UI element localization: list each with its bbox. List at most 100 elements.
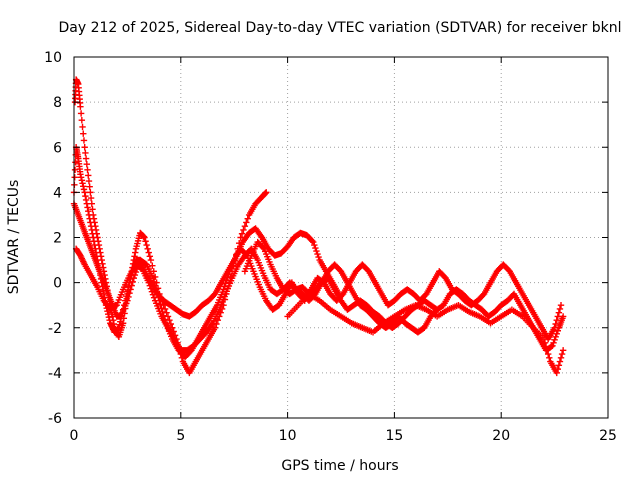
data-point-marker — [556, 305, 564, 313]
data-point-marker — [87, 189, 94, 196]
data-point-marker — [141, 234, 148, 241]
data-point-marker — [91, 219, 98, 226]
y-tick-label: 10 — [44, 50, 62, 66]
data-point-marker — [163, 309, 170, 316]
data-point-marker — [553, 330, 560, 337]
data-point-marker — [541, 339, 549, 346]
data-point-marker — [551, 324, 558, 331]
data-point-marker — [143, 241, 150, 249]
data-point-marker — [555, 362, 563, 369]
data-point-marker — [105, 314, 113, 321]
axis-ticks — [73, 56, 609, 419]
data-point-marker — [130, 274, 138, 282]
data-point-marker — [308, 237, 316, 245]
data-point-marker — [549, 342, 556, 349]
data-point-marker — [146, 282, 154, 289]
series-s3 — [70, 200, 343, 361]
data-point-marker — [95, 241, 103, 249]
data-point-marker — [90, 215, 98, 222]
data-point-marker — [82, 155, 90, 162]
data-point-marker — [146, 253, 154, 260]
data-point-marker — [79, 123, 86, 131]
data-point-marker — [98, 256, 105, 264]
y-tick-label: 4 — [53, 185, 62, 201]
data-point-marker — [554, 327, 562, 334]
data-point-marker — [153, 286, 160, 293]
data-point-marker — [80, 183, 87, 190]
y-tick-label: 8 — [53, 95, 62, 111]
x-tick-label: 0 — [70, 428, 79, 444]
data-point-marker — [85, 207, 92, 215]
data-point-marker — [81, 189, 88, 196]
data-point-marker — [90, 211, 97, 219]
data-point-marker — [109, 317, 117, 324]
data-point-marker — [546, 354, 553, 362]
data-point-marker — [92, 226, 100, 234]
data-point-marker — [77, 103, 84, 110]
data-point-marker — [313, 247, 320, 255]
data-point-marker — [150, 294, 158, 301]
data-point-marker — [86, 183, 93, 190]
data-point-marker — [96, 245, 103, 252]
data-point-marker — [145, 279, 152, 286]
data-point-marker — [82, 149, 89, 157]
series-s5 — [241, 238, 567, 354]
data-point-marker — [542, 343, 550, 350]
data-point-marker — [93, 230, 100, 237]
data-point-marker — [84, 204, 91, 211]
data-point-marker — [130, 256, 138, 264]
data-point-marker — [78, 116, 86, 124]
data-point-marker — [154, 289, 161, 297]
data-point-marker — [314, 250, 321, 258]
data-point-marker — [237, 234, 244, 241]
chart-title: Day 212 of 2025, Sidereal Day-to-day VTE… — [59, 20, 622, 36]
data-point-marker — [557, 301, 565, 309]
data-point-marker — [80, 130, 87, 137]
data-point-marker — [259, 244, 267, 251]
data-point-marker — [82, 192, 89, 200]
data-series — [70, 76, 567, 377]
data-point-marker — [140, 233, 147, 240]
data-point-marker — [147, 256, 155, 264]
data-point-marker — [131, 253, 138, 260]
y-tick-label: 2 — [53, 231, 62, 247]
data-point-marker — [548, 343, 555, 350]
data-point-marker — [97, 253, 105, 260]
data-point-marker — [556, 358, 564, 365]
data-point-marker — [82, 196, 90, 204]
data-point-marker — [553, 317, 560, 324]
data-point-marker — [554, 365, 562, 373]
data-point-marker — [127, 286, 134, 293]
data-point-marker — [552, 333, 559, 340]
data-point-marker — [559, 313, 567, 320]
data-point-marker — [157, 301, 164, 308]
y-tick-label: -2 — [48, 321, 62, 337]
data-point-marker — [85, 177, 93, 185]
data-point-marker — [124, 297, 131, 304]
data-point-marker — [263, 189, 270, 196]
x-tick-label: 5 — [176, 428, 185, 444]
grid-lines — [74, 57, 608, 418]
data-point-marker — [88, 200, 95, 207]
data-point-marker — [166, 317, 173, 324]
data-point-marker — [94, 234, 101, 241]
data-point-marker — [85, 172, 92, 179]
data-point-marker — [78, 177, 86, 184]
data-point-marker — [119, 320, 127, 327]
data-point-marker — [149, 274, 157, 282]
series-s6 — [198, 245, 565, 343]
y-tick-labels: -6 -4 -2 0 2 4 6 8 10 — [44, 50, 62, 427]
data-point-marker — [83, 160, 91, 168]
data-point-marker — [71, 166, 79, 174]
data-point-marker — [238, 230, 246, 237]
series-s7 — [284, 290, 567, 377]
data-point-marker — [77, 110, 85, 117]
data-point-marker — [81, 144, 88, 151]
data-point-marker — [80, 186, 88, 193]
data-point-marker — [110, 320, 118, 328]
data-point-marker — [99, 260, 106, 268]
x-tick-label: 25 — [599, 428, 617, 444]
data-point-marker — [89, 206, 96, 213]
data-point-marker — [92, 223, 99, 230]
